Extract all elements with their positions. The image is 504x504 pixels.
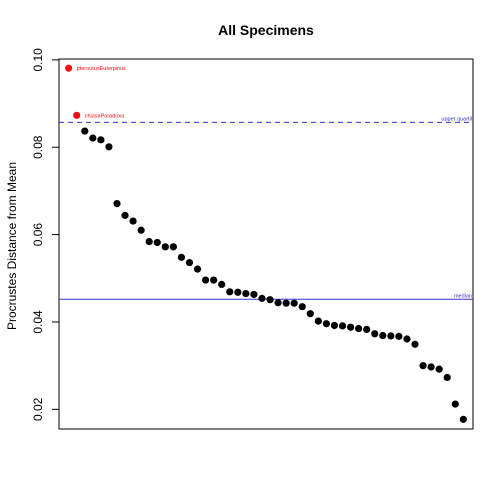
data-point: [298, 303, 306, 311]
data-point: [177, 253, 186, 261]
y-tick-label: 0.10: [31, 48, 45, 72]
data-point: [129, 217, 137, 225]
data-point: [435, 365, 443, 373]
data-point: [282, 299, 290, 307]
point-label: chiasaParadoxa: [85, 113, 125, 119]
data-point: [387, 332, 395, 340]
data-point: [371, 330, 379, 338]
data-point: [314, 317, 322, 325]
y-tick-label: 0.04: [31, 310, 45, 334]
data-point: [266, 296, 274, 304]
data-point: [419, 362, 427, 370]
data-point: [210, 276, 218, 284]
data-point: [81, 127, 89, 135]
data-points: pteroutusEuterpinus chiasaParadoxa: [65, 64, 467, 423]
data-point: [395, 332, 403, 340]
data-point: [443, 373, 451, 382]
data-point: [169, 243, 177, 251]
data-point: [145, 237, 153, 246]
reference-line-label: median: [454, 293, 472, 299]
data-point: [306, 310, 314, 318]
data-point: [250, 290, 258, 299]
data-point: [338, 322, 347, 330]
data-point: [121, 211, 129, 219]
y-axis-label: Procrustes Distance from Mean: [5, 162, 19, 330]
highlighted-data-point: [65, 64, 73, 72]
data-point: [459, 415, 467, 423]
data-point: [113, 199, 121, 208]
reference-lines: upper quartil median: [59, 116, 473, 300]
reference-line-label: upper quartil: [441, 116, 472, 122]
data-point: [201, 276, 210, 284]
data-point: [97, 136, 105, 144]
data-point: [137, 226, 145, 234]
data-point: [258, 294, 266, 302]
data-point: [193, 265, 202, 273]
data-point: [290, 299, 298, 307]
data-point: [427, 363, 435, 371]
data-point: [346, 323, 355, 331]
y-tick-label: 0.08: [31, 135, 45, 159]
data-point: [322, 320, 331, 328]
data-point: [242, 289, 250, 298]
chart-title: All Specimens: [218, 22, 314, 38]
data-point: [403, 335, 411, 343]
y-tick-label: 0.06: [31, 223, 45, 247]
point-label: pteroutusEuterpinus: [77, 66, 126, 72]
data-point: [153, 238, 161, 247]
data-point: [185, 258, 194, 267]
data-point: [451, 400, 459, 408]
data-point: [363, 325, 371, 334]
data-point: [161, 243, 169, 251]
data-point: [105, 143, 113, 151]
data-point: [379, 331, 387, 340]
data-point: [274, 299, 282, 307]
data-point: [226, 288, 234, 296]
y-tick-label: 0.02: [31, 397, 45, 421]
y-axis: 0.02 0.04 0.06 0.08 0.10: [31, 48, 59, 421]
data-point: [330, 321, 339, 330]
data-point: [411, 340, 419, 348]
data-point: [355, 324, 363, 333]
plot-frame: [58, 58, 474, 430]
highlighted-data-point: [73, 111, 81, 119]
data-point: [234, 288, 242, 296]
data-point: [218, 280, 226, 289]
data-point: [89, 134, 97, 142]
